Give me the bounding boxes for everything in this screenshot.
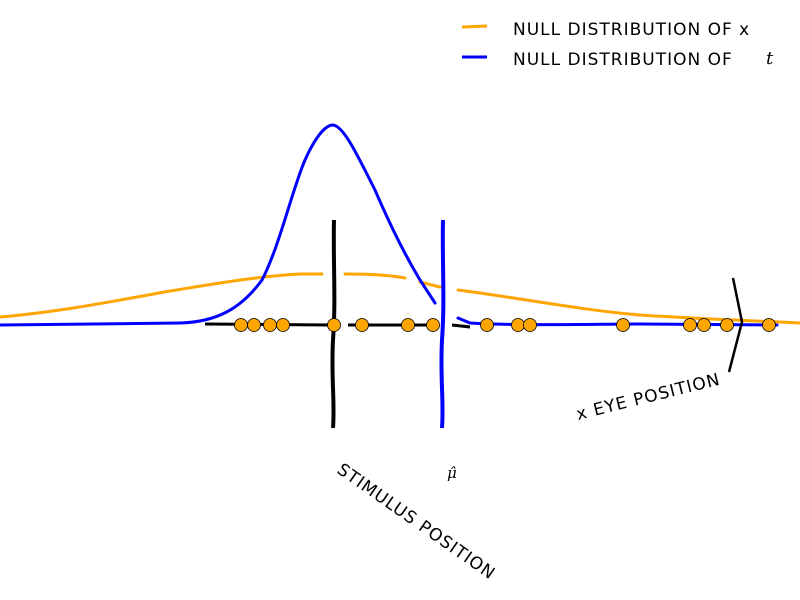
stimulus-position-line [330,219,337,429]
sample-point [327,318,341,332]
sample-point [480,318,494,332]
sample-point [247,318,261,332]
sample-point [511,318,525,332]
sample-point [683,318,697,332]
t-distribution-curve [0,123,779,327]
legend-label-t: NULL DISTRIBUTION OF [513,50,733,70]
sample-point [720,318,734,332]
mu-hat-line [439,219,446,429]
sample-point [426,318,440,332]
eye-position-marker [727,277,744,373]
sample-point [616,318,630,332]
sample-point [523,318,537,332]
sample-point [401,318,415,332]
legend: NULL DISTRIBUTION OF x NULL DISTRIBUTION… [461,20,774,70]
eye-position-label: x EYE POSITION [574,370,722,425]
sample-points [234,318,776,332]
mu-hat-label: μ̂ [447,464,457,482]
sample-point [697,318,711,332]
sample-point [355,318,369,332]
sample-point [263,318,277,332]
legend-label-t-math: t [766,48,774,69]
sample-point [234,318,248,332]
stimulus-position-label: STIMULUS POSITION [333,460,499,585]
sample-point [762,318,776,332]
legend-swatch-x [461,24,488,29]
sample-point [276,318,290,332]
x-distribution-curve [0,272,800,325]
legend-label-x: NULL DISTRIBUTION OF x [513,20,750,40]
